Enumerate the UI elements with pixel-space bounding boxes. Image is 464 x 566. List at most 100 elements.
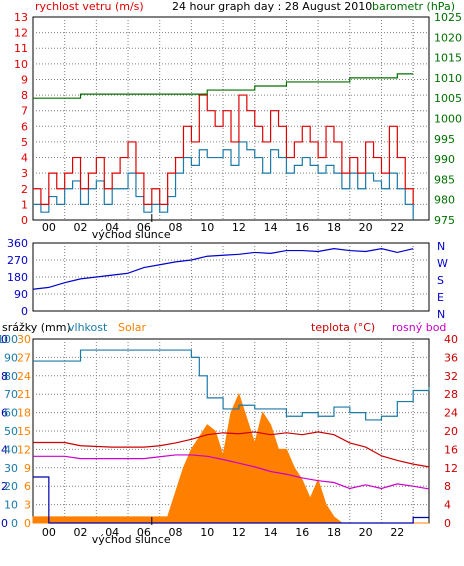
weather-sunrise-label: východ slunce <box>92 533 171 546</box>
wind-x-tick-label: 18 <box>327 221 341 234</box>
chart-marks: 0123456789101112139759809859909951000100… <box>0 11 462 546</box>
wind-x-tick-label: 06 <box>137 221 151 234</box>
wind-x-tick-label: 02 <box>74 221 88 234</box>
wind-y-tick-label: 8 <box>21 89 28 102</box>
humidity-y-tick-label: 40 <box>4 443 18 456</box>
wind-gust-line <box>33 94 414 205</box>
wind-x-tick-label: 22 <box>390 221 404 234</box>
solar-y-tick-label: 24 <box>17 370 31 383</box>
wind-x-tick-label: 00 <box>42 221 56 234</box>
temperature-y-tick-label: 20 <box>444 425 458 438</box>
compass-label: E <box>437 291 444 304</box>
wind-x-tick-label: 14 <box>264 221 278 234</box>
direction-y-tick-label: 270 <box>7 254 28 267</box>
solar-y-tick-label: 0 <box>24 517 31 530</box>
humidity-y-tick-label: 30 <box>4 462 18 475</box>
dew-point-line <box>33 454 430 490</box>
solar-y-tick-label: 6 <box>24 480 31 493</box>
weather-x-tick-label: 10 <box>200 526 214 539</box>
weather-x-tick-label: 08 <box>169 526 183 539</box>
humidity-line <box>33 349 430 421</box>
wind-y-tick-label: 5 <box>21 136 28 149</box>
temperature-y-tick-label: 40 <box>444 333 458 346</box>
temperature-y-tick-label: 16 <box>444 443 458 456</box>
baro-y-tick-label: 1025 <box>434 11 462 24</box>
graph-title: 24 hour graph day : 28 August 2010 <box>172 0 372 13</box>
baro-y-tick-label: 975 <box>434 214 455 227</box>
solar-area <box>32 392 429 524</box>
direction-y-tick-label: 180 <box>7 271 28 284</box>
legend-rain: srážky (mm) <box>2 321 71 334</box>
wind-y-tick-label: 6 <box>21 120 28 133</box>
humidity-y-tick-label: 0 <box>11 517 18 530</box>
solar-y-tick-label: 30 <box>17 333 31 346</box>
temperature-line <box>33 431 430 468</box>
rain-y-tick-label: 2 <box>1 480 8 493</box>
direction-y-tick-label: 360 <box>7 237 28 250</box>
solar-y-tick-label: 9 <box>24 462 31 475</box>
solar-y-tick-label: 21 <box>17 388 31 401</box>
weather-x-tick-label: 02 <box>74 526 88 539</box>
temperature-y-tick-label: 12 <box>444 462 458 475</box>
humidity-y-tick-label: 20 <box>4 480 18 493</box>
barometer-label: barometr (hPa) <box>372 0 455 13</box>
baro-y-tick-label: 985 <box>434 173 455 186</box>
baro-y-tick-label: 1015 <box>434 52 462 65</box>
wind-y-tick-label: 7 <box>21 105 28 118</box>
wind-average-line <box>33 141 414 220</box>
compass-label: N <box>437 240 445 253</box>
baro-y-tick-label: 1020 <box>434 31 462 44</box>
wind-y-tick-label: 10 <box>14 58 28 71</box>
wind-x-tick-label: 08 <box>169 221 183 234</box>
baro-y-tick-label: 1010 <box>434 72 462 85</box>
compass-label: N <box>437 308 445 321</box>
direction-y-tick-label: 90 <box>14 288 28 301</box>
solar-y-tick-label: 12 <box>17 443 31 456</box>
solar-y-tick-label: 18 <box>17 407 31 420</box>
baro-y-tick-label: 990 <box>434 153 455 166</box>
temperature-y-tick-label: 32 <box>444 370 458 383</box>
wind-y-tick-label: 9 <box>21 73 28 86</box>
humidity-y-tick-label: 10 <box>4 499 18 512</box>
weather-x-tick-label: 12 <box>232 526 246 539</box>
temperature-y-tick-label: 36 <box>444 351 458 364</box>
wind-speed-label: rychlost vetru (m/s) <box>35 0 144 13</box>
wind-y-tick-label: 13 <box>14 11 28 24</box>
solar-y-tick-label: 3 <box>24 499 31 512</box>
solar-y-tick-label: 27 <box>17 351 31 364</box>
wind-y-tick-label: 11 <box>14 42 28 55</box>
rain-y-tick-label: 4 <box>1 443 8 456</box>
direction-y-tick-label: 0 <box>21 305 28 318</box>
baro-y-tick-label: 980 <box>434 194 455 207</box>
rain-y-tick-label: 6 <box>1 407 8 420</box>
rain-line <box>33 476 429 524</box>
solar-y-tick-label: 15 <box>17 425 31 438</box>
legend-dew-point: rosný bod <box>392 321 446 334</box>
wind-y-tick-label: 2 <box>21 183 28 196</box>
humidity-y-tick-label: 100 <box>0 333 18 346</box>
temperature-y-tick-label: 24 <box>444 407 458 420</box>
wind-sunrise-label: východ slunce <box>92 228 171 241</box>
weather-x-tick-label: 14 <box>264 526 278 539</box>
wind-x-tick-label: 10 <box>200 221 214 234</box>
temperature-y-tick-label: 4 <box>444 499 451 512</box>
temperature-y-tick-label: 28 <box>444 388 458 401</box>
compass-label: W <box>437 257 448 270</box>
wind-y-tick-label: 3 <box>21 167 28 180</box>
weather-x-tick-label: 16 <box>295 526 309 539</box>
weather-x-tick-label: 04 <box>105 526 119 539</box>
wind-y-tick-label: 12 <box>14 27 28 40</box>
wind-y-tick-label: 0 <box>21 214 28 227</box>
wind-y-tick-label: 1 <box>21 198 28 211</box>
weather-x-tick-label: 18 <box>327 526 341 539</box>
legend-solar: Solar <box>118 321 147 334</box>
wind-x-tick-label: 04 <box>105 221 119 234</box>
weather-x-tick-label: 06 <box>137 526 151 539</box>
baro-y-tick-label: 1005 <box>434 92 462 105</box>
weather-x-tick-label: 00 <box>42 526 56 539</box>
wind-direction-line <box>32 248 414 290</box>
weather-x-tick-label: 22 <box>390 526 404 539</box>
baro-y-tick-label: 1000 <box>434 113 462 126</box>
